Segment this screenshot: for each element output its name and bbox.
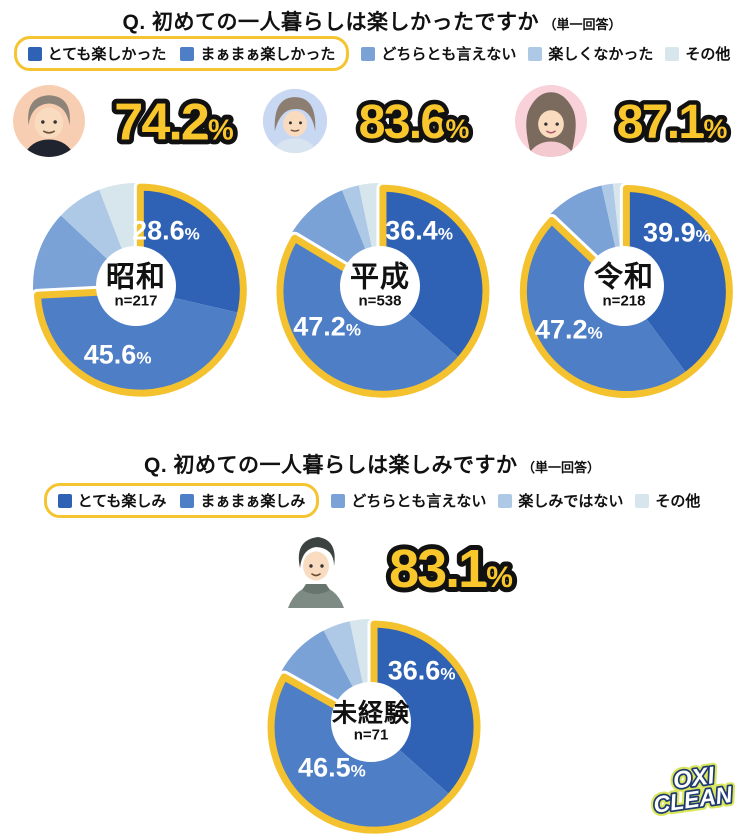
legend-swatch-icon [27, 46, 42, 61]
legend-item: とても楽しかった [27, 43, 167, 64]
legend-item: まぁまぁ楽しかった [180, 43, 335, 64]
group-name: 昭和 [105, 261, 167, 294]
highlight-ring [267, 620, 481, 834]
svg-text:83.6%: 83.6% [359, 95, 470, 149]
legend-item: どちらとも言えない [361, 43, 516, 64]
svg-text:87.1%: 87.1% [617, 95, 728, 149]
donut-hole [96, 246, 176, 326]
pie-center-label: 令和 n=218 [594, 262, 654, 309]
donut-hole [331, 682, 411, 762]
legend-label: どちらとも言えない [381, 46, 517, 63]
slice-value-label: 36.4% [385, 215, 453, 246]
slice-value-label: 45.6% [83, 339, 152, 370]
sample-size: n=218 [602, 292, 646, 310]
avatar-showa-man-icon [13, 85, 85, 157]
legend-swatch-icon [665, 46, 680, 61]
pie-chart-showa: 28.6% 45.6% 昭和 n=217 [21, 171, 251, 401]
legend-label: とても楽しみ [77, 493, 167, 510]
legend-swatch-icon [180, 46, 195, 61]
pie-center-label: 未経験 n=71 [331, 699, 411, 744]
pie-inexperienced-svg [264, 617, 484, 837]
legend-item: その他 [665, 43, 730, 64]
pie-center-label: 平成 n=538 [350, 262, 410, 309]
legend-swatch-icon [498, 493, 513, 508]
pie-slice-highlight [626, 188, 730, 375]
legend-highlight-box: とても楽しみ まぁまぁ楽しみ [43, 483, 320, 518]
legend-swatch-icon [57, 493, 72, 508]
sample-size: n=217 [114, 292, 158, 310]
big-percent-reiwa: 87.1% [612, 92, 734, 150]
slice-value-label: 36.6% [387, 655, 456, 686]
legend-past: とても楽しかった まぁまぁ楽しかった どちらとも言えない 楽しくなかった その他 [0, 36, 744, 71]
slice-value-label: 47.2% [293, 311, 361, 342]
highlight-ring [33, 183, 247, 397]
big-percent-showa: 74.2% [109, 90, 239, 152]
big-percent-inexperienced: 83.1% [384, 536, 519, 600]
highlight-group-reiwa: 87.1% [514, 84, 744, 158]
legend-highlight-box: とても楽しかった まぁまぁ楽しかった [13, 36, 350, 71]
pie-chart-heisei: 36.4% 47.2% 平成 n=538 [265, 171, 495, 401]
donut-hole [584, 246, 664, 326]
question-title-past: Q. 初めての一人暮らしは楽しかったですか （単一回答） [0, 6, 744, 36]
avatar-young-man-icon [288, 537, 344, 608]
legend-swatch-icon [635, 493, 650, 508]
legend-item: どちらとも言えない [331, 490, 486, 511]
pie-showa-svg [30, 180, 250, 400]
legend-item: その他 [635, 490, 700, 511]
avatar-reiwa-woman-icon [515, 85, 587, 157]
pie-heisei-svg [273, 181, 493, 401]
avatar-heisei-person-icon [262, 88, 328, 154]
legend-label: まぁまぁ楽しみ [200, 493, 306, 510]
sample-size: n=538 [358, 292, 402, 310]
pie-chart-inexperienced: 36.6% 46.5% 未経験 n=71 [256, 607, 486, 837]
highlight-group-showa: 74.2% [12, 84, 256, 158]
question-title-future: Q. 初めての一人暮らしは楽しみですか （単一回答） [0, 449, 744, 479]
highlight-group-heisei: 83.6% [262, 88, 490, 154]
legend-label: どちらとも言えない [351, 493, 487, 510]
legend-swatch-icon [361, 46, 376, 61]
legend-label: 楽しくなかった [548, 46, 654, 63]
highlight-ring [519, 185, 733, 398]
pie-slice-highlight [374, 624, 478, 796]
legend-label: 楽しみではない [518, 493, 624, 510]
pie-chart-reiwa: 39.9% 47.2% 令和 n=218 [509, 171, 739, 401]
legend-item: 楽しみではない [498, 490, 623, 511]
oxiclean-logo: OXI CLEAN OXI CLEAN [648, 758, 739, 821]
group-name: 平成 [349, 261, 411, 294]
pie-slice-highlight [37, 290, 241, 394]
big-percent-heisei: 83.6% [354, 92, 476, 150]
legend-swatch-icon [180, 493, 195, 508]
pie-slice-highlight [382, 188, 486, 359]
legend-item: まぁまぁ楽しみ [180, 490, 305, 511]
legend-label: その他 [655, 493, 701, 510]
legend-item: とても楽しみ [57, 490, 167, 511]
answer-type-note: （単一回答） [521, 460, 600, 475]
group-name: 令和 [593, 261, 655, 294]
highlight-group-inexperienced: 83.1% [276, 528, 536, 608]
pie-reiwa-svg [516, 182, 736, 401]
highlight-ring [276, 184, 490, 398]
donut-hole [340, 246, 420, 326]
slice-value-label: 28.6% [132, 215, 200, 246]
sample-size: n=71 [353, 726, 389, 744]
slice-value-label: 39.9% [643, 217, 711, 248]
legend-label: その他 [685, 46, 731, 63]
question-text: Q. 初めての一人暮らしは楽しみですか [144, 454, 518, 477]
legend-item: 楽しくなかった [528, 43, 653, 64]
group-name: 未経験 [331, 699, 411, 728]
pie-center-label: 昭和 n=217 [106, 262, 166, 309]
svg-text:CLEAN: CLEAN [652, 781, 736, 818]
svg-text:74.2%: 74.2% [114, 93, 233, 151]
slice-value-label: 46.5% [298, 752, 366, 783]
legend-future: とても楽しみ まぁまぁ楽しみ どちらとも言えない 楽しみではない その他 [0, 483, 744, 518]
question-text: Q. 初めての一人暮らしは楽しかったですか [122, 11, 540, 34]
slice-value-label: 47.2% [534, 314, 603, 345]
legend-swatch-icon [528, 46, 543, 61]
legend-label: まぁまぁ楽しかった [200, 46, 336, 63]
legend-label: とても楽しかった [47, 46, 167, 63]
svg-text:83.1%: 83.1% [389, 539, 512, 599]
legend-swatch-icon [331, 493, 346, 508]
answer-type-note: （単一回答） [543, 17, 622, 32]
